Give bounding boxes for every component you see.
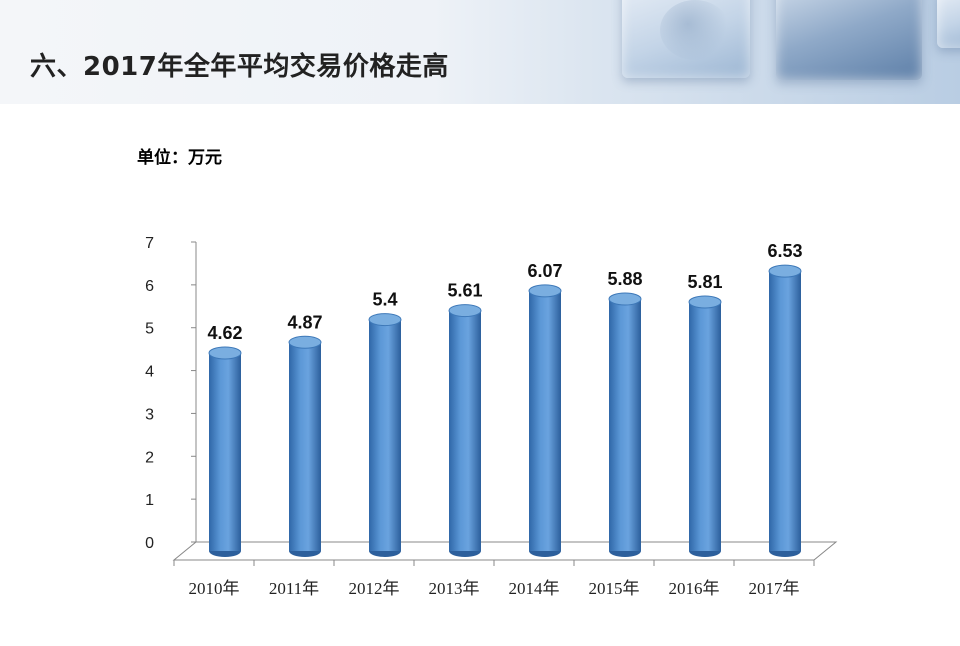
bar-body xyxy=(529,290,561,551)
bar-top xyxy=(368,313,402,327)
bar-body xyxy=(449,310,481,551)
bar-top xyxy=(208,346,242,360)
bar-top xyxy=(448,304,482,318)
bar-body xyxy=(369,319,401,551)
data-labels: 4.62 4.87 5.4 5.61 6.07 5.88 5.81 6.53 xyxy=(207,241,802,343)
decorative-cube-image xyxy=(937,0,960,48)
unit-label: 单位：万元 xyxy=(137,148,222,168)
y-tick-label: 1 xyxy=(145,492,154,509)
chart-floor xyxy=(172,541,838,561)
x-tick-label: 2016年 xyxy=(669,579,720,598)
x-tick-label: 2012年 xyxy=(349,579,400,598)
bar-top xyxy=(288,335,322,349)
page-title: 六、2017年全年平均交易价格走高 xyxy=(30,52,449,82)
data-label: 5.4 xyxy=(372,290,397,310)
y-tick-label: 3 xyxy=(145,406,154,423)
x-tick-label: 2013年 xyxy=(429,579,480,598)
y-tick-label: 5 xyxy=(145,321,154,338)
bar-2015年 xyxy=(608,292,642,557)
bar-body xyxy=(689,302,721,551)
bar-2017年 xyxy=(768,264,802,557)
bar-2016年 xyxy=(688,295,722,557)
bar-body xyxy=(209,353,241,551)
chart-bars xyxy=(208,264,802,557)
bar-body xyxy=(769,271,801,551)
data-label: 5.61 xyxy=(447,281,482,301)
data-label: 6.07 xyxy=(527,261,562,281)
decorative-cube-image xyxy=(776,0,922,80)
bar-body xyxy=(289,342,321,551)
chart-axes xyxy=(172,241,838,566)
bar-2010年 xyxy=(208,346,242,557)
data-label: 5.88 xyxy=(607,269,642,289)
data-label: 6.53 xyxy=(767,241,802,261)
x-axis-labels: 2010年 2011年 2012年 2013年 2014年 2015年 2016年 2017年 xyxy=(189,579,800,598)
bar-top xyxy=(528,284,562,298)
bar-2014年 xyxy=(528,284,562,557)
y-tick-label: 2 xyxy=(145,449,154,466)
bar-top xyxy=(768,264,802,278)
bar-2013年 xyxy=(448,304,482,557)
y-tick-label: 4 xyxy=(145,364,154,381)
x-tick-label: 2017年 xyxy=(749,579,800,598)
x-tick-label: 2011年 xyxy=(269,579,319,598)
data-label: 4.87 xyxy=(287,312,322,332)
bar-top xyxy=(688,295,722,309)
bar-body xyxy=(609,299,641,551)
x-tick-label: 2015年 xyxy=(589,579,640,598)
bar-2011年 xyxy=(288,335,322,557)
y-tick-label: 7 xyxy=(145,235,154,252)
bar-top xyxy=(608,292,642,306)
y-axis-labels: 0 1 2 3 4 5 6 7 xyxy=(145,235,154,552)
data-label: 5.81 xyxy=(687,272,722,292)
data-label: 4.62 xyxy=(207,323,242,343)
header-banner xyxy=(0,0,960,104)
bar-2012年 xyxy=(368,313,402,557)
y-tick-label: 0 xyxy=(145,535,154,552)
decorative-globe-image xyxy=(660,0,730,60)
y-tick-label: 6 xyxy=(145,278,154,295)
x-tick-label: 2010年 xyxy=(189,579,240,598)
x-tick-label: 2014年 xyxy=(509,579,560,598)
